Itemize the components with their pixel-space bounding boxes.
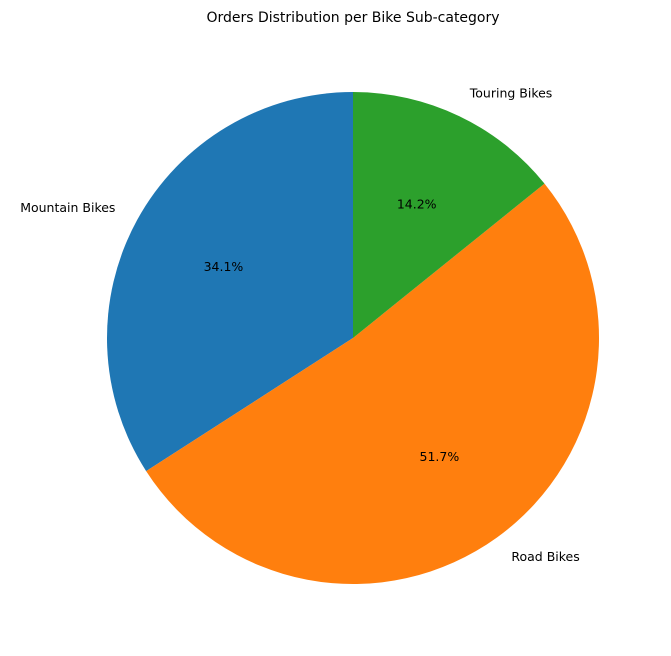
pie-slices (106, 92, 600, 585)
pie-slice-road-bikes (146, 183, 600, 585)
slice-percent-touring-bikes: 14.2% (397, 196, 437, 211)
slice-label-road-bikes: Road Bikes (511, 549, 579, 564)
slice-percent-mountain-bikes: 34.1% (204, 259, 244, 274)
chart-title: Orders Distribution per Bike Sub-categor… (206, 10, 499, 26)
slice-label-touring-bikes: Touring Bikes (469, 85, 553, 100)
pie-slice-mountain-bikes (106, 92, 353, 472)
pie-labels: Mountain Bikes 34.1% Road Bikes 51.7% Tourin… (20, 85, 580, 564)
slice-percent-road-bikes: 51.7% (420, 449, 460, 464)
pie-slice-touring-bikes (353, 92, 545, 338)
slice-label-mountain-bikes: Mountain Bikes (20, 200, 115, 215)
